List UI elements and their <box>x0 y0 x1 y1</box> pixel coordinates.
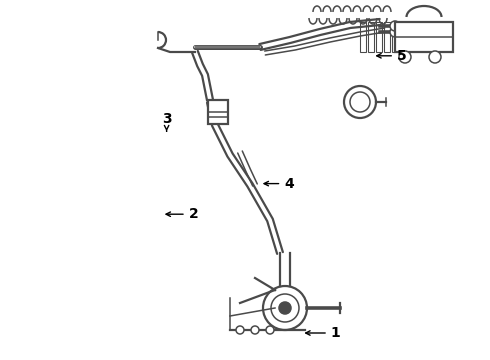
Bar <box>384 22 390 52</box>
Circle shape <box>279 302 291 314</box>
Circle shape <box>390 21 400 31</box>
Text: 1: 1 <box>306 326 341 340</box>
Bar <box>395 22 453 52</box>
Text: 4: 4 <box>264 177 294 190</box>
Text: 2: 2 <box>166 207 198 221</box>
Bar <box>392 22 398 52</box>
Text: 5: 5 <box>377 49 407 63</box>
Circle shape <box>390 27 400 37</box>
Text: 3: 3 <box>162 112 172 131</box>
Bar <box>208 100 228 124</box>
Circle shape <box>266 326 274 334</box>
Bar <box>368 22 374 52</box>
Circle shape <box>399 51 411 63</box>
Circle shape <box>236 326 244 334</box>
Circle shape <box>251 326 259 334</box>
Bar <box>376 22 382 52</box>
Bar <box>360 22 366 52</box>
Circle shape <box>429 51 441 63</box>
